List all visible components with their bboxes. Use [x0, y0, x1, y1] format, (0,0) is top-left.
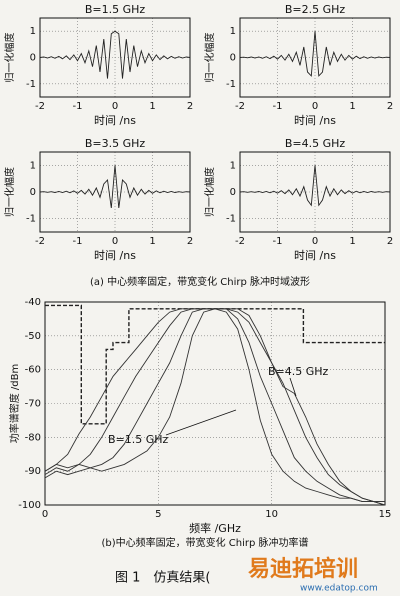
x-tick-label: 0 [42, 509, 48, 520]
y-tick-label: -90 [25, 466, 41, 477]
x-tick-label: 2 [387, 236, 393, 247]
x-tick-label: 5 [155, 509, 161, 520]
chart-title: B=4.5 GHz [285, 137, 346, 150]
chart-title: B=2.5 GHz [285, 3, 346, 16]
y-tick-label: 1 [30, 26, 36, 37]
x-tick-label: -2 [235, 101, 245, 112]
y-tick-label: 0 [30, 53, 36, 64]
x-tick-label: 2 [187, 236, 193, 247]
y-tick-label: -60 [25, 365, 41, 376]
y-axis-label: 归一化幅度 [203, 33, 216, 83]
chart-title: B=1.5 GHz [85, 3, 146, 16]
y-axis-label: 归一化幅度 [3, 33, 16, 83]
series-line [239, 165, 391, 207]
x-tick-label: 15 [379, 509, 392, 520]
y-axis-label: 功率谱密度 /dBm [8, 364, 21, 444]
x-tick-label: 1 [349, 236, 355, 247]
y-tick-label: -70 [25, 399, 41, 410]
figure-caption: 图 1 仿真结果( [115, 571, 210, 586]
x-tick-label: -2 [35, 236, 45, 247]
y-tick-label: -1 [226, 214, 236, 225]
x-tick-label: 0 [112, 101, 118, 112]
x-axis-label: 时间 /ns [94, 114, 136, 127]
y-tick-label: 1 [30, 160, 36, 171]
x-tick-label: 2 [187, 101, 193, 112]
y-tick-label: 0 [30, 187, 36, 198]
x-tick-label: -1 [73, 236, 83, 247]
x-tick-label: -1 [273, 101, 283, 112]
y-tick-label: 0 [230, 53, 236, 64]
caption-b: (b)中心频率固定，带宽变化 Chirp 脉冲功率谱 [101, 536, 308, 549]
annotation-arrow [289, 377, 297, 397]
x-tick-label: -1 [73, 101, 83, 112]
x-axis-label: 时间 /ns [94, 249, 136, 262]
x-axis-label: 频率 /GHz [189, 521, 241, 535]
x-tick-label: 2 [387, 101, 393, 112]
x-tick-label: 1 [149, 101, 155, 112]
watermark-brand: 易迪拓培训 [248, 556, 358, 582]
x-tick-label: 10 [265, 509, 278, 520]
x-axis-label: 时间 /ns [294, 249, 336, 262]
y-tick-label: 0 [230, 187, 236, 198]
chart-title: B=3.5 GHz [85, 137, 146, 150]
series-line [44, 308, 385, 503]
caption-a: (a) 中心频率固定，带宽变化 Chirp 脉冲时域波形 [90, 275, 310, 288]
series-line [39, 30, 191, 79]
y-tick-label: -1 [226, 79, 236, 90]
x-tick-label: 1 [349, 101, 355, 112]
series-line [239, 31, 391, 77]
y-tick-label: 1 [230, 160, 236, 171]
y-tick-label: -1 [26, 79, 36, 90]
y-axis-label: 归一化幅度 [3, 167, 16, 217]
annotation: B=4.5 GHz [268, 365, 329, 378]
plot-frame [44, 301, 386, 506]
x-tick-label: 0 [112, 236, 118, 247]
x-axis-label: 时间 /ns [294, 114, 336, 127]
y-tick-label: -50 [25, 331, 41, 342]
annotation: B=1.5 GHz [108, 433, 169, 446]
y-tick-label: 1 [230, 26, 236, 37]
x-tick-label: -1 [273, 236, 283, 247]
x-tick-label: -2 [235, 236, 245, 247]
annotation-arrow [165, 409, 237, 436]
y-axis-label: 归一化幅度 [203, 167, 216, 217]
series-line [39, 165, 191, 209]
y-tick-label: -80 [25, 432, 41, 443]
y-tick-label: -100 [18, 500, 41, 511]
series-line [45, 304, 385, 425]
x-tick-label: -2 [35, 101, 45, 112]
x-tick-label: 0 [312, 101, 318, 112]
x-tick-label: 1 [149, 236, 155, 247]
watermark-url: www.edatop.com [300, 584, 378, 594]
x-tick-label: 0 [312, 236, 318, 247]
y-tick-label: -1 [26, 214, 36, 225]
y-tick-label: -40 [25, 297, 41, 308]
